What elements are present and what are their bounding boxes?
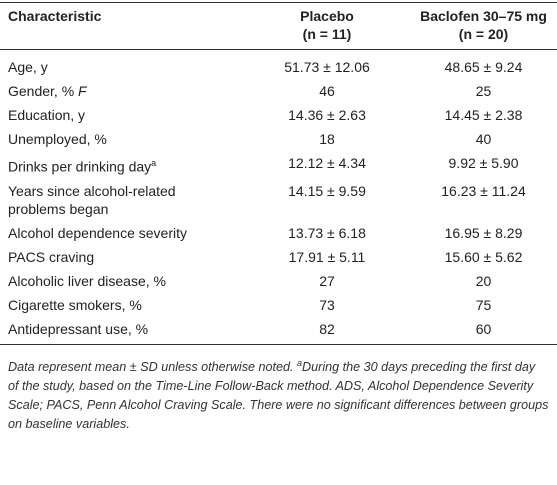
- table-row: Cigarette smokers, % 73 75: [0, 293, 557, 317]
- row-label-italic: F: [78, 83, 87, 99]
- placebo-value: 82: [319, 320, 335, 337]
- row-label-cell: PACS craving: [0, 245, 244, 269]
- row-label: Drinks per drinking day: [8, 158, 152, 175]
- footnote-marker: a: [151, 158, 157, 168]
- row-label: Cigarette smokers, %: [8, 296, 142, 313]
- row-label-cell: Drinks per drinking daya: [0, 151, 244, 179]
- header-n: (n = 11): [302, 26, 352, 42]
- row-label: Years since alcohol-related problems beg…: [8, 182, 176, 217]
- row-label-cell: Age, y: [0, 50, 244, 80]
- footnote-marker: a: [297, 357, 303, 368]
- baclofen-value: 48.65 ± 9.24: [444, 59, 523, 75]
- row-label: Antidepressant use, %: [8, 320, 149, 337]
- table-body: Age, y 51.73 ± 12.06 48.65 ± 9.24 Gender, %…: [0, 50, 557, 345]
- row-label-cell: Years since alcohol-related problems beg…: [0, 179, 244, 221]
- table-row: Unemployed, % 18 40: [0, 127, 557, 151]
- header-row: Characteristic Placebo (n = 11) Baclofen …: [0, 2, 557, 50]
- baclofen-value: 60: [475, 320, 492, 337]
- baclofen-value: 15.60 ± 5.62: [444, 248, 523, 265]
- baclofen-value: 25: [475, 83, 492, 99]
- table-row: Education, y 14.36 ± 2.63 14.45 ± 2.38: [0, 103, 557, 127]
- table-row: Years since alcohol-related problems beg…: [0, 179, 557, 221]
- baclofen-value: 9.92 ± 5.90: [448, 155, 519, 171]
- row-label-cell: Alcoholic liver disease, %: [0, 269, 244, 293]
- placebo-value: 14.36 ± 2.63: [288, 107, 366, 123]
- row-label-cell: Unemployed, %: [0, 127, 244, 151]
- table-row: Age, y 51.73 ± 12.06 48.65 ± 9.24: [0, 50, 557, 80]
- table-row: Drinks per drinking daya 12.12 ± 4.34 9.92…: [0, 151, 557, 179]
- row-label: Alcohol dependence severity: [8, 224, 188, 241]
- row-label-cell: Gender, % F: [0, 79, 244, 103]
- placebo-value: 14.15 ± 9.59: [288, 182, 366, 199]
- header-n: (n = 20): [458, 26, 509, 42]
- table-row: Alcoholic liver disease, % 27 20: [0, 269, 557, 293]
- placebo-value: 12.12 ± 4.34: [288, 155, 366, 171]
- row-label: Gender, %: [8, 83, 79, 99]
- baclofen-value: 20: [475, 272, 492, 289]
- baclofen-value: 40: [475, 131, 492, 147]
- header-text: Baclofen 30–75 mg: [420, 8, 547, 24]
- header-cell: Placebo (n = 11): [244, 3, 410, 50]
- footnote: Data represent mean ± SD unless otherwis…: [0, 345, 557, 434]
- row-label: Alcoholic liver disease, %: [8, 272, 166, 289]
- header-cell: Characteristic: [0, 3, 244, 50]
- row-label-cell: Cigarette smokers, %: [0, 293, 244, 317]
- footnote-text: Data represent mean ± SD unless otherwis…: [8, 359, 298, 374]
- row-label-cell: Education, y: [0, 103, 244, 127]
- row-label: Education, y: [8, 107, 86, 123]
- header-cell: Baclofen 30–75 mg (n = 20): [410, 3, 557, 50]
- baclofen-value: 16.95 ± 8.29: [444, 224, 523, 241]
- table-row: Alcohol dependence severity 13.73 ± 6.18 1…: [0, 221, 557, 245]
- placebo-value: 51.73 ± 12.06: [284, 59, 370, 75]
- footnote-text: During the 30 days preceding the first d…: [8, 359, 549, 431]
- row-label-cell: Antidepressant use, %: [0, 317, 244, 345]
- table-header: Characteristic Placebo (n = 11) Baclofen …: [0, 2, 557, 50]
- header-text: Characteristic: [8, 8, 102, 24]
- placebo-value: 27: [319, 272, 335, 289]
- row-label: Unemployed, %: [8, 131, 107, 147]
- placebo-value: 73: [319, 296, 335, 313]
- row-label: Age, y: [8, 59, 48, 75]
- placebo-value: 13.73 ± 6.18: [288, 224, 366, 241]
- data-table: Characteristic Placebo (n = 11) Baclofen …: [0, 2, 557, 345]
- table-row: Gender, % F 46 25: [0, 79, 557, 103]
- header-text: Placebo: [300, 8, 354, 24]
- baclofen-value: 16.23 ± 11.24: [441, 182, 526, 199]
- placebo-value: 17.91 ± 5.11: [288, 248, 366, 265]
- placebo-value: 18: [319, 131, 335, 147]
- table-row: Antidepressant use, % 82 60: [0, 317, 557, 345]
- row-label: PACS craving: [8, 248, 95, 265]
- baclofen-value: 75: [475, 296, 492, 313]
- placebo-value: 46: [319, 83, 335, 99]
- baclofen-value: 14.45 ± 2.38: [444, 107, 523, 123]
- row-label-cell: Alcohol dependence severity: [0, 221, 244, 245]
- table-row: PACS craving 17.91 ± 5.11 15.60 ± 5.62: [0, 245, 557, 269]
